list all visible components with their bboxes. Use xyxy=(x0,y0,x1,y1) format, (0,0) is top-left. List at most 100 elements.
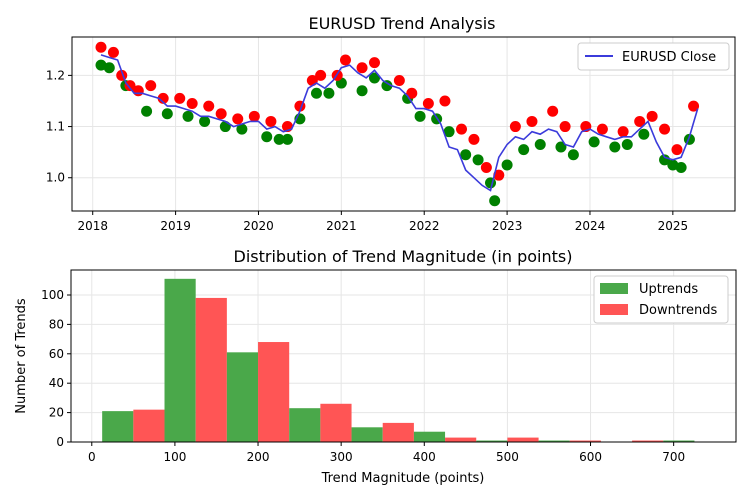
trough-marker xyxy=(356,85,368,97)
y-axis-label-bottom: Number of Trends xyxy=(14,298,29,414)
bar-downtrends xyxy=(569,440,601,442)
x-tick-label: 500 xyxy=(496,450,519,464)
y-tick-label: 80 xyxy=(49,317,64,331)
y-tick-label: 100 xyxy=(41,288,64,302)
trough-marker xyxy=(534,138,546,150)
x-tick-label: 2021 xyxy=(326,219,357,233)
eurusd-line-chart: EURUSD Trend Analysis 2018 2019 2020 2021 20… xyxy=(46,14,736,233)
peak-marker xyxy=(107,46,119,58)
x-tick-label: 2024 xyxy=(575,219,606,233)
trough-marker xyxy=(219,121,231,133)
trough-marker xyxy=(368,72,380,84)
trough-marker xyxy=(638,128,650,140)
legend-swatch-downtrends xyxy=(600,304,628,315)
peak-marker xyxy=(232,113,244,125)
trough-marker xyxy=(199,115,211,127)
y-tick-label: 0 xyxy=(56,435,64,449)
legend-label-uptrends: Uptrends xyxy=(639,282,698,297)
trough-marker xyxy=(95,59,107,71)
peak-marker xyxy=(646,110,658,122)
bar-downtrends xyxy=(133,409,165,442)
peak-marker xyxy=(265,115,277,127)
trough-marker xyxy=(310,87,322,99)
trough-marker xyxy=(485,177,497,189)
trough-marker xyxy=(489,195,501,207)
peak-marker xyxy=(95,41,107,53)
y-tick-label: 40 xyxy=(49,376,64,390)
y-tick-label: 1.0 xyxy=(46,171,65,185)
peak-marker xyxy=(617,126,629,138)
legend-bottom: Uptrends Downtrends xyxy=(593,275,729,324)
bar-uptrends xyxy=(538,440,570,442)
peak-marker xyxy=(439,95,451,107)
peak-marker xyxy=(688,100,700,112)
x-tick-label: 2023 xyxy=(492,219,523,233)
y-tick-label: 60 xyxy=(49,347,64,361)
legend-label-downtrends: Downtrends xyxy=(639,303,717,318)
plot-frame-top xyxy=(71,36,736,212)
trough-marker xyxy=(443,126,455,138)
trough-marker xyxy=(161,108,173,120)
x-tick-label: 2018 xyxy=(77,219,108,233)
bar-uptrends xyxy=(663,440,695,442)
trough-marker xyxy=(141,105,153,117)
bar-downtrends xyxy=(507,437,539,442)
legend-swatch-uptrends xyxy=(600,283,628,294)
x-tick-label: 2025 xyxy=(658,219,689,233)
series-layer-top xyxy=(95,41,700,207)
x-axis-label-bottom: Trend Magnitude (points) xyxy=(321,471,485,486)
chart-title-bottom: Distribution of Trend Magnitude (in poin… xyxy=(234,247,573,266)
trough-marker xyxy=(472,154,484,166)
trough-marker xyxy=(261,131,273,143)
trough-marker xyxy=(281,133,293,145)
peak-marker xyxy=(596,123,608,135)
peak-marker xyxy=(526,115,538,127)
peak-marker xyxy=(186,98,198,110)
peak-marker xyxy=(132,85,144,97)
trough-marker xyxy=(609,141,621,153)
plot-frame-bottom xyxy=(70,269,737,443)
legend-top: EURUSD Close xyxy=(577,42,730,71)
bar-downtrends xyxy=(195,297,227,442)
bar-downtrends xyxy=(632,440,664,442)
x-tick-label: 600 xyxy=(579,450,602,464)
bar-uptrends xyxy=(102,411,134,442)
x-tick-label: 100 xyxy=(163,450,186,464)
y-tick-label: 20 xyxy=(49,406,64,420)
bar-uptrends xyxy=(289,408,321,442)
bar-downtrends xyxy=(258,342,290,442)
peak-marker xyxy=(671,144,683,156)
peak-marker xyxy=(422,98,434,110)
peak-marker xyxy=(480,162,492,173)
trough-marker xyxy=(381,80,393,92)
bar-uptrends xyxy=(476,440,508,442)
x-tick-label: 200 xyxy=(247,450,270,464)
bar-uptrends xyxy=(164,278,196,442)
series-line-eurusd-close xyxy=(100,54,699,192)
trough-marker xyxy=(659,154,671,166)
trough-marker xyxy=(236,123,248,135)
x-tick-label: 300 xyxy=(330,450,353,464)
x-tick-label: 2019 xyxy=(160,219,191,233)
x-tick-label: 0 xyxy=(88,450,96,464)
peak-marker xyxy=(124,80,136,92)
peak-marker xyxy=(456,123,468,135)
trough-marker xyxy=(621,138,633,150)
trend-magnitude-histogram: Distribution of Trend Magnitude (in poin… xyxy=(14,247,737,486)
legend-label-close: EURUSD Close xyxy=(622,50,716,65)
bar-uptrends xyxy=(351,427,383,442)
trough-marker xyxy=(567,149,579,161)
peak-marker xyxy=(203,100,215,112)
peak-marker xyxy=(215,108,227,120)
peak-marker xyxy=(174,92,186,104)
peak-marker xyxy=(368,57,380,69)
bar-downtrends xyxy=(445,437,477,442)
bar-downtrends xyxy=(382,422,414,442)
peak-marker xyxy=(468,133,480,145)
x-axis-top: 2018 2019 2020 2021 2022 2023 2024 2025 xyxy=(77,211,688,233)
peak-marker xyxy=(339,54,351,66)
y-tick-label: 1.1 xyxy=(46,120,65,134)
series-layer-bottom xyxy=(102,278,695,442)
trough-marker xyxy=(555,141,567,153)
